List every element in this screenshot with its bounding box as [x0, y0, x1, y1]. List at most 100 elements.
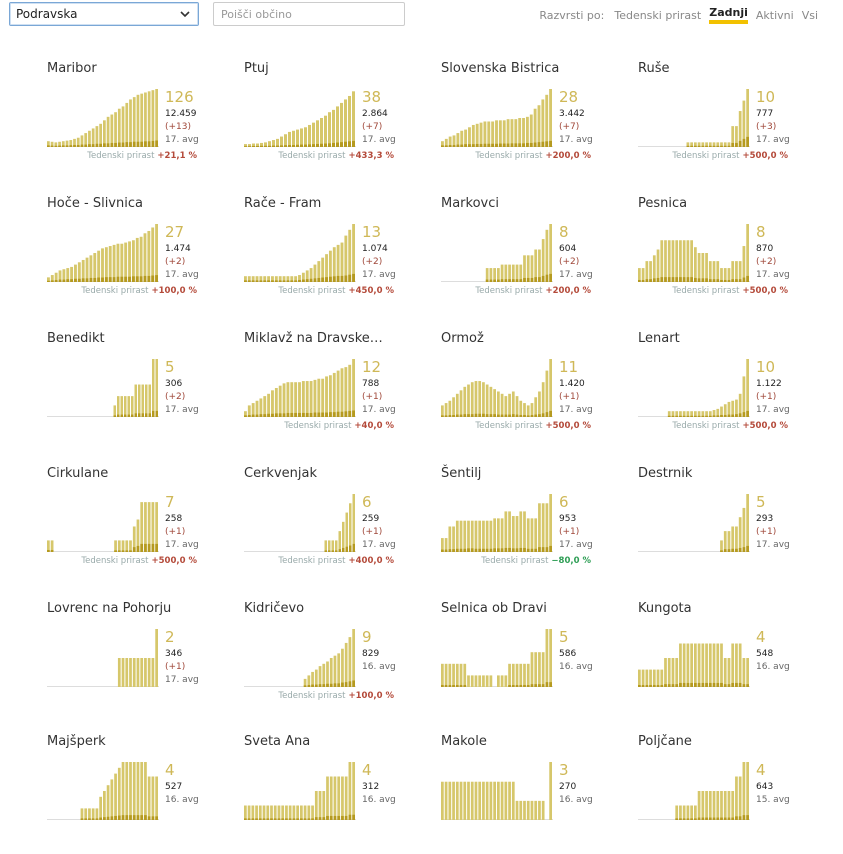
sparkline-bar — [485, 675, 489, 687]
municipality-card[interactable]: Kidričevo 9 829 16. avg Tedenski prirast +100… — [244, 601, 424, 721]
sparkline-bar-recent — [340, 142, 343, 147]
sparkline-bar-recent — [144, 543, 147, 552]
sparkline-bar-recent — [80, 144, 84, 147]
sort-option-active[interactable]: Aktivni — [755, 8, 794, 22]
sparkline-bar — [252, 143, 255, 147]
sparkline-bar — [742, 246, 746, 282]
sparkline-bar-recent — [529, 142, 533, 147]
municipality-card[interactable]: Šentilj 6 953 (+1) 17. avg Tedenski prirast −8… — [441, 466, 621, 586]
sparkline-bar-recent — [727, 279, 731, 282]
municipality-card[interactable]: Destrnik 5 293 (+1) 17. avg — [638, 466, 818, 586]
municipality-card[interactable]: Miklavž na Dravske… 12 788 (+1) 17. avg Teden… — [244, 331, 424, 451]
sparkline-bar-recent — [731, 279, 735, 282]
sparkline-bar — [671, 240, 675, 282]
municipality-card[interactable]: Cerkvenjak 6 259 (+1) 17. avg Tedenski priras… — [244, 466, 424, 586]
sparkline-bar — [738, 393, 742, 417]
sparkline-bar — [340, 102, 343, 147]
municipality-name: Destrnik — [638, 466, 693, 481]
municipality-card[interactable]: Kungota 4 548 16. avg — [638, 601, 818, 721]
bar-sparkline — [638, 494, 750, 552]
sparkline-bar-recent — [716, 279, 720, 282]
municipality-card[interactable]: Selnica ob Dravi 5 586 16. avg — [441, 601, 621, 721]
region-select[interactable]: Podravska — [9, 2, 199, 26]
bar-sparkline — [638, 224, 750, 282]
sort-option-weekly[interactable]: Tedenski prirast — [614, 8, 702, 22]
total-count: 1.074 — [362, 244, 388, 254]
sparkline-bar — [720, 791, 723, 820]
municipality-card[interactable]: Ptuj 38 2.864 (+7) 17. avg Tedenski prirast +4… — [244, 61, 424, 181]
sparkline-bar-recent — [455, 414, 459, 417]
sparkline-bar — [746, 658, 749, 687]
sparkline-bar-recent — [708, 415, 712, 417]
municipality-card[interactable]: Lovrenc na Pohorju 2 346 (+1) 17. avg — [47, 601, 227, 721]
total-count: 870 — [756, 244, 774, 254]
avg-label: 16. avg — [362, 795, 396, 805]
municipality-card[interactable]: Markovci 8 604 (+2) 17. avg Tedenski prirast +… — [441, 196, 621, 316]
sparkline-bar-recent — [467, 548, 470, 552]
sparkline-bar-recent — [121, 815, 125, 820]
sparkline-bar — [110, 779, 114, 820]
municipality-card[interactable]: Makole 3 270 16. avg — [441, 734, 621, 854]
sparkline-bar — [723, 142, 727, 147]
municipality-card[interactable]: Lenart 10 1.122 (+1) 17. avg Tedenski prirast… — [638, 331, 818, 451]
sparkline-bar — [292, 805, 296, 820]
sparkline-bar — [530, 403, 534, 417]
municipality-card[interactable]: Rače - Fram 13 1.074 (+2) 17. avg Tedenski pr… — [244, 196, 424, 316]
sparkline-bar — [526, 518, 530, 552]
municipality-card[interactable]: Slovenska Bistrica 28 3.442 (+7) 17. avg Tede… — [441, 61, 621, 181]
municipality-card[interactable]: Ormož 11 1.420 (+1) 17. avg Tedenski prirast +… — [441, 331, 621, 451]
municipality-card[interactable]: Pesnica 8 870 (+2) 17. avg Tedenski prirast +5… — [638, 196, 818, 316]
sparkline-bar-recent — [682, 277, 686, 282]
municipality-card[interactable]: Maribor 126 12.459 (+13) 17. avg Tedenski pri… — [47, 61, 227, 181]
sparkline-bar-recent — [256, 145, 259, 147]
sparkline-bar — [271, 390, 274, 417]
sparkline-bar-recent — [701, 415, 705, 417]
sparkline-bar-recent — [690, 145, 693, 147]
municipality-name: Ormož — [441, 331, 484, 346]
sort-option-all[interactable]: Vsi — [801, 8, 818, 22]
sparkline-bar — [132, 658, 136, 687]
sparkline-bar-recent — [326, 815, 329, 820]
municipality-card[interactable]: Sveta Ana 4 312 16. avg — [244, 734, 424, 854]
sparkline-bar-recent — [352, 140, 355, 147]
sparkline-bar — [720, 268, 723, 282]
sparkline-bar — [251, 276, 255, 282]
sparkline-bar — [281, 805, 285, 820]
sparkline-bar-recent — [686, 145, 690, 147]
sparkline-bar — [660, 669, 664, 687]
sparkline-bar-recent — [328, 143, 331, 147]
municipality-card[interactable]: Poljčane 4 643 15. avg — [638, 734, 818, 854]
municipality-card[interactable]: Benedikt 5 306 (+2) 17. avg — [47, 331, 227, 451]
sparkline-bar-recent — [530, 414, 534, 417]
sparkline-bar — [697, 253, 701, 282]
sparkline-bar-recent — [320, 143, 323, 147]
total-count: 1.474 — [165, 244, 191, 254]
weekly-growth: Tedenski prirast +433,3 % — [278, 151, 394, 161]
sparkline-bar-recent — [344, 411, 348, 417]
bar-sparkline — [47, 89, 159, 147]
sparkline-bar — [255, 400, 259, 417]
municipality-card[interactable]: Cirkulane 7 258 (+1) 17. avg Tedenski prirast… — [47, 466, 227, 586]
municipality-card[interactable]: Hoče - Slivnica 27 1.474 (+2) 17. avg Tedensk… — [47, 196, 227, 316]
sparkline-bar — [84, 808, 88, 820]
municipality-card[interactable]: Majšperk 4 527 16. avg — [47, 734, 227, 854]
sparkline-bar-recent — [723, 279, 727, 282]
search-input[interactable]: Poišči občino — [213, 2, 405, 26]
sort-option-latest[interactable]: Zadnji — [709, 6, 748, 24]
sparkline-bar-recent — [251, 414, 255, 417]
sparkline-bar-recent — [519, 414, 523, 417]
latest-count: 10 — [756, 88, 776, 106]
sparkline-bar-recent — [694, 277, 697, 282]
daily-delta: (+2) — [559, 257, 580, 267]
sparkline-bar — [147, 230, 151, 282]
sparkline-bar-recent — [62, 279, 66, 282]
sparkline-bar-recent — [267, 280, 271, 282]
sparkline-bar — [140, 762, 144, 820]
sparkline-bar-recent — [266, 818, 270, 820]
sparkline-bar-recent — [262, 818, 266, 820]
sparkline-bar — [705, 791, 708, 820]
sparkline-bar — [151, 502, 155, 552]
sparkline-bar-recent — [444, 145, 448, 147]
sparkline-bar — [127, 396, 130, 417]
municipality-card[interactable]: Ruše 10 777 (+3) 17. avg Tedenski prirast +500… — [638, 61, 818, 181]
